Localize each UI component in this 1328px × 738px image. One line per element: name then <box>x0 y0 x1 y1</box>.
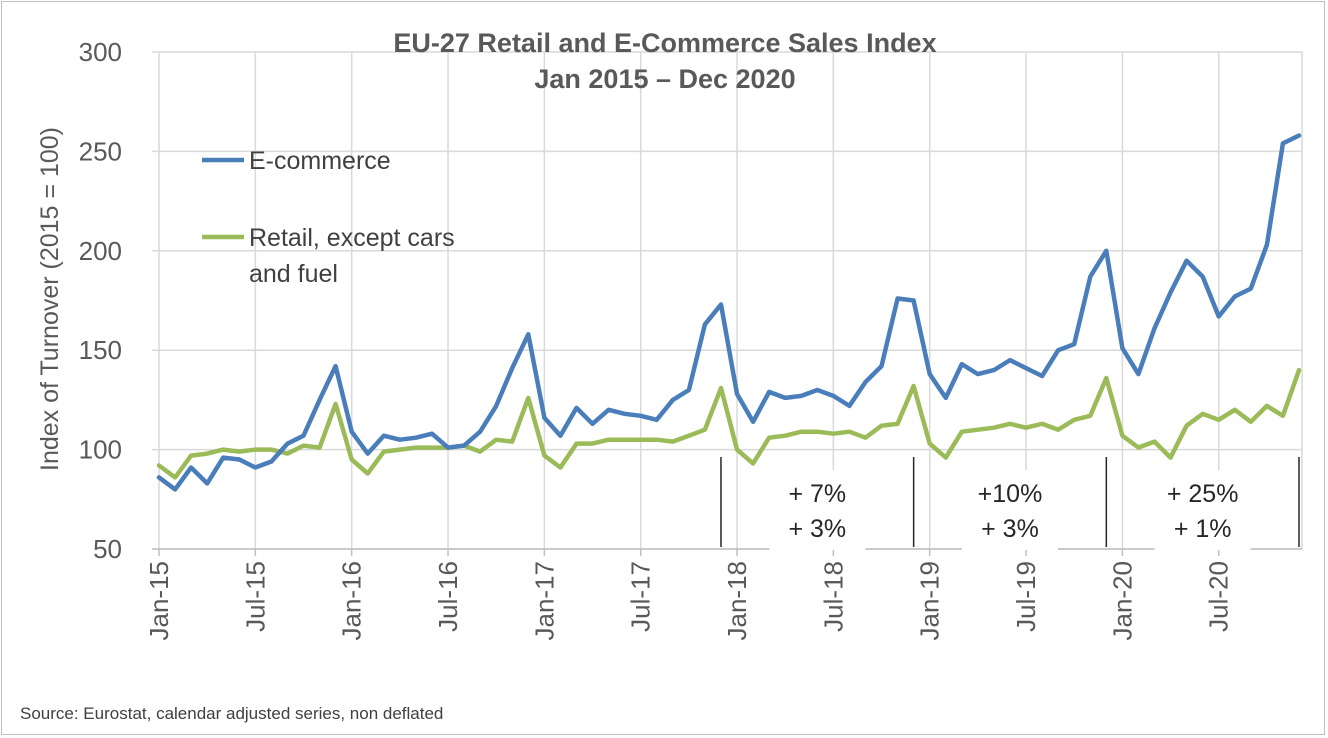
annotation-label: + 7% <box>788 480 846 508</box>
y-tick-label: 200 <box>79 236 122 266</box>
x-tick-label: Jan-15 <box>144 561 174 641</box>
chart-title: EU-27 Retail and E-Commerce Sales Index <box>393 28 936 58</box>
legend-label: Retail, except cars <box>249 224 455 252</box>
source-note: Source: Eurostat, calendar adjusted seri… <box>20 704 444 723</box>
legend-label: and fuel <box>249 260 338 288</box>
annotation-label: +10% <box>978 480 1043 508</box>
x-tick-label: Jan-20 <box>1107 561 1137 641</box>
x-tick-label: Jul-18 <box>818 561 848 632</box>
legend-label: E-commerce <box>249 147 391 175</box>
annotation-label: + 3% <box>981 515 1039 543</box>
x-tick-label: Jan-19 <box>915 561 945 641</box>
x-tick-label: Jul-20 <box>1204 561 1234 632</box>
annotation-box <box>961 470 1058 550</box>
y-tick-label: 250 <box>79 136 122 166</box>
y-axis-label: Index of Turnover (2015 = 100) <box>36 127 64 471</box>
x-tick-label: Jan-16 <box>337 561 367 641</box>
annotation-box <box>769 470 866 550</box>
x-tick-label: Jul-19 <box>1011 561 1041 632</box>
series-line-e-commerce <box>156 133 1302 492</box>
y-tick-label: 100 <box>79 435 122 465</box>
x-tick-label: Jul-15 <box>240 561 270 632</box>
annotation-label: + 3% <box>788 515 846 543</box>
series-line-retail <box>156 367 1302 480</box>
annotation-box <box>1154 470 1251 550</box>
chart-title: Jan 2015 – Dec 2020 <box>534 64 795 94</box>
x-tick-label: Jul-16 <box>433 561 463 632</box>
x-tick-label: Jan-18 <box>722 561 752 641</box>
y-tick-label: 50 <box>93 534 122 564</box>
x-tick-label: Jul-17 <box>626 561 656 632</box>
x-tick-label: Jan-17 <box>529 561 559 641</box>
annotation-label: + 1% <box>1174 515 1232 543</box>
annotation-label: + 25% <box>1167 480 1239 508</box>
y-tick-label: 300 <box>79 37 122 67</box>
y-tick-label: 150 <box>79 335 122 365</box>
